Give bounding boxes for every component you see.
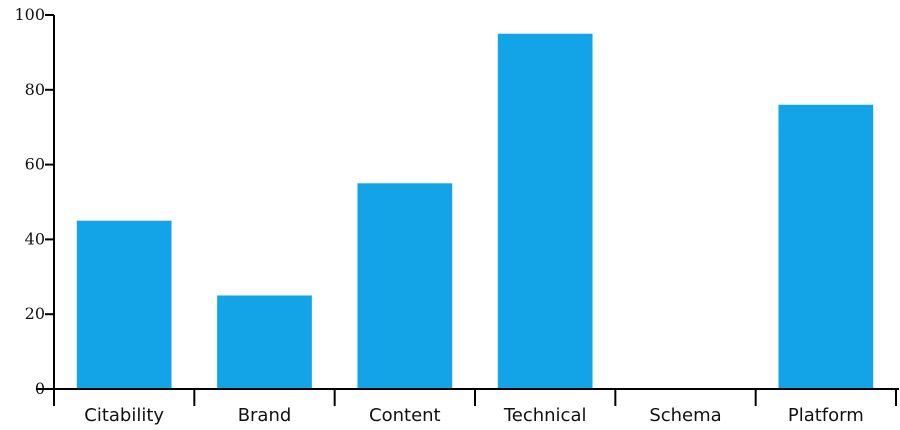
x-tick-label: Technical xyxy=(503,405,587,426)
bar-citability xyxy=(76,220,172,389)
y-tick-label: 20 xyxy=(25,304,45,323)
y-tick-label: 40 xyxy=(25,229,45,248)
y-tick-label: 80 xyxy=(25,80,45,99)
x-tick-label: Platform xyxy=(788,405,864,426)
bar-platform xyxy=(778,104,874,389)
bars-group xyxy=(76,33,874,389)
x-tick-label: Schema xyxy=(649,405,721,426)
bar-content xyxy=(357,183,453,389)
bar-brand xyxy=(217,295,312,389)
y-tick-label: 60 xyxy=(25,155,45,174)
y-tick-label: 100 xyxy=(14,5,45,24)
bar-technical xyxy=(497,33,593,389)
x-tick-label: Brand xyxy=(238,405,292,426)
x-axis: Citability Brand Content Technical Schema Pla… xyxy=(36,388,899,426)
y-axis: 020406080100 xyxy=(14,5,55,399)
x-tick-label: Content xyxy=(369,405,441,426)
x-tick-label: Citability xyxy=(84,405,164,426)
